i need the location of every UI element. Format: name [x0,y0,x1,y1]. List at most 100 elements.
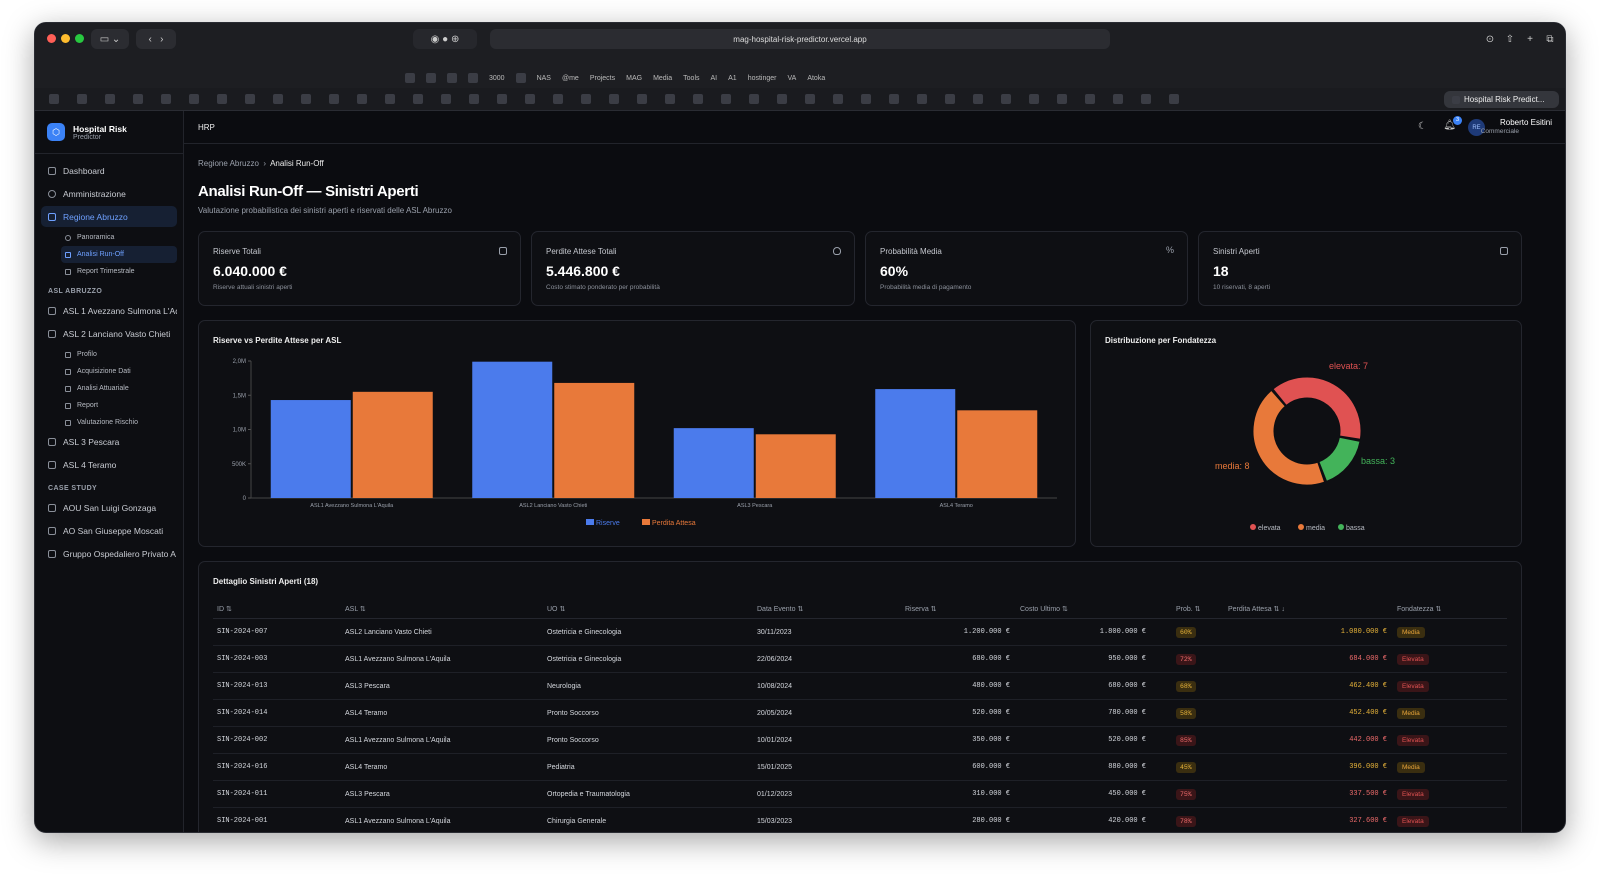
address-bar[interactable]: mag-hospital-risk-predictor.vercel.app [490,29,1110,49]
bookmark-folder[interactable]: VA [787,74,797,82]
sidebar-item-asl4[interactable]: ASL 4 Teramo [41,454,177,475]
pinned-tab-favicon[interactable] [217,94,227,104]
pinned-tab-favicon[interactable] [441,94,451,104]
column-header[interactable]: ID ⇅ [217,605,232,613]
active-tab[interactable]: Hospital Risk Predict... [1444,91,1559,108]
pinned-tab-favicon[interactable] [385,94,395,104]
bookmark-folder[interactable]: Projects [589,74,616,82]
pinned-tab-favicon[interactable] [161,94,171,104]
pinned-tab-favicon[interactable] [973,94,983,104]
minimize-window-button[interactable] [61,34,70,43]
pinned-tab-favicon[interactable] [133,94,143,104]
pinned-tab-favicon[interactable] [525,94,535,104]
pinned-tab-favicon[interactable] [749,94,759,104]
close-window-button[interactable] [47,34,56,43]
pinned-tab-favicon[interactable] [77,94,87,104]
pinned-tab-favicon[interactable] [1001,94,1011,104]
table-row[interactable]: SIN-2024-007 ASL2 Lanciano Vasto Chieti Os… [213,619,1507,646]
bookmark-item[interactable]: NAS [536,74,551,82]
pinned-tab-favicon[interactable] [1085,94,1095,104]
pinned-tab-favicon[interactable] [1169,94,1179,104]
zoom-window-button[interactable] [75,34,84,43]
table-row[interactable]: SIN-2024-016 ASL4 Teramo Pediatria 15/01/20… [213,754,1507,781]
pinned-tab-favicon[interactable] [833,94,843,104]
bookmark-folder[interactable]: hostinger [747,74,777,82]
table-row[interactable]: SIN-2024-014 ASL4 Teramo Pronto Soccorso 20… [213,700,1507,727]
legend-label[interactable]: media [1306,525,1325,532]
tab-overview-icon[interactable]: ⧉ [1546,33,1554,45]
column-header[interactable]: Costo Ultimo ⇅ [1020,605,1068,613]
pinned-tab-favicon[interactable] [189,94,199,104]
column-header[interactable]: Prob. ⇅ [1176,605,1201,613]
bar-perdita-attesa[interactable] [554,382,635,498]
pinned-tab-favicon[interactable] [301,94,311,104]
bar-perdita-attesa[interactable] [352,391,433,498]
pinned-tab-favicon[interactable] [1029,94,1039,104]
breadcrumb-parent[interactable]: Regione Abruzzo [198,159,259,168]
legend-label[interactable]: bassa [1346,525,1365,532]
donut-slice-media[interactable] [1252,389,1326,486]
sidebar-subitem-analisi-attuariale[interactable]: Analisi Attuariale [61,380,177,397]
bar-riserve[interactable] [875,389,956,498]
sidebar-item-asl3[interactable]: ASL 3 Pescara [41,431,177,452]
sidebar-subitem-valutazione-rischio[interactable]: Valutazione Rischio [61,414,177,431]
bell-icon[interactable]: 🔔︎ [1443,120,1456,131]
bar-riserve[interactable] [472,361,553,498]
avatar[interactable]: RE [1468,119,1485,136]
sidebar-item-asl1[interactable]: ASL 1 Avezzano Sulmona L'Aquila [41,300,177,321]
bookmark-item[interactable]: @me [561,74,579,82]
bookmark-folder[interactable]: Media [653,74,673,82]
sidebar-subitem-report[interactable]: Report [61,397,177,414]
sidebar-item-case-3[interactable]: Gruppo Ospedaliero Privato A [41,543,177,564]
sidebar-item-case-2[interactable]: AO San Giuseppe Moscati [41,520,177,541]
bookmark-folder[interactable]: MAG [626,74,643,82]
bookmark-folder[interactable]: A1 [728,74,737,82]
pinned-tab-favicon[interactable] [777,94,787,104]
bookmark-favicon[interactable] [447,73,457,83]
pinned-tab-favicon[interactable] [49,94,59,104]
pinned-tab-favicon[interactable] [105,94,115,104]
donut-slice-elevata[interactable] [1272,376,1362,440]
table-row[interactable]: SIN-2024-011 ASL3 Pescara Ortopedia e Trau… [213,781,1507,808]
pinned-tab-favicon[interactable] [1057,94,1067,104]
sidebar-subitem-acquisizione-dati[interactable]: Acquisizione Dati [61,363,177,380]
pinned-tab-favicon[interactable] [861,94,871,104]
sidebar-item-regione-abruzzo[interactable]: Regione Abruzzo [41,206,177,227]
pinned-tab-favicon[interactable] [273,94,283,104]
column-header[interactable]: UO ⇅ [547,605,566,613]
sidebar-item-case-1[interactable]: AOU San Luigi Gonzaga [41,497,177,518]
app-brand[interactable]: ⬡ Hospital Risk Predictor [35,111,183,154]
pinned-tab-favicon[interactable] [945,94,955,104]
sidebar-subitem-profilo[interactable]: Profilo [61,346,177,363]
user-name[interactable]: Roberto Esitini [1499,118,1552,127]
bar-riserve[interactable] [270,400,351,498]
pinned-tab-favicon[interactable] [357,94,367,104]
pinned-tab-favicon[interactable] [889,94,899,104]
moon-icon[interactable]: ☾ [1418,121,1427,132]
sidebar-item-dashboard[interactable]: Dashboard [41,160,177,181]
sidebar-subitem-report-trimestrale[interactable]: Report Trimestrale [61,263,177,280]
back-forward-icon[interactable]: ‹ › [136,29,176,49]
table-row[interactable]: SIN-2024-013 ASL3 Pescara Neurologia 10/08/… [213,673,1507,700]
legend-label[interactable]: elevata [1258,525,1281,532]
bookmark-item[interactable]: Atoka [807,74,826,82]
pinned-tab-favicon[interactable] [805,94,815,104]
pinned-tab-favicon[interactable] [469,94,479,104]
pinned-tab-favicon[interactable] [553,94,563,104]
bar-perdita-attesa[interactable] [957,410,1038,498]
bookmark-favicon[interactable] [515,73,526,83]
table-row[interactable]: SIN-2024-003 ASL1 Avezzano Sulmona L'Aqui… [213,646,1507,673]
bookmark-favicon[interactable] [468,73,478,83]
pinned-tab-favicon[interactable] [1113,94,1123,104]
sidebar-subitem-panoramica[interactable]: Panoramica [61,229,177,246]
bookmark-favicon[interactable] [426,73,436,83]
pinned-tab-favicon[interactable] [245,94,255,104]
legend-label[interactable]: Riserve [596,520,620,527]
pinned-tab-favicon[interactable] [637,94,647,104]
download-icon[interactable]: ⊙ [1485,33,1495,45]
share-icon[interactable]: ⇧ [1505,33,1515,45]
tab-group-icons[interactable]: ◉ ● ⊕ [413,29,477,49]
column-header[interactable]: Fondatezza ⇅ [1397,605,1442,613]
legend-label[interactable]: Perdita Attesa [652,520,696,527]
pinned-tab-favicon[interactable] [665,94,675,104]
